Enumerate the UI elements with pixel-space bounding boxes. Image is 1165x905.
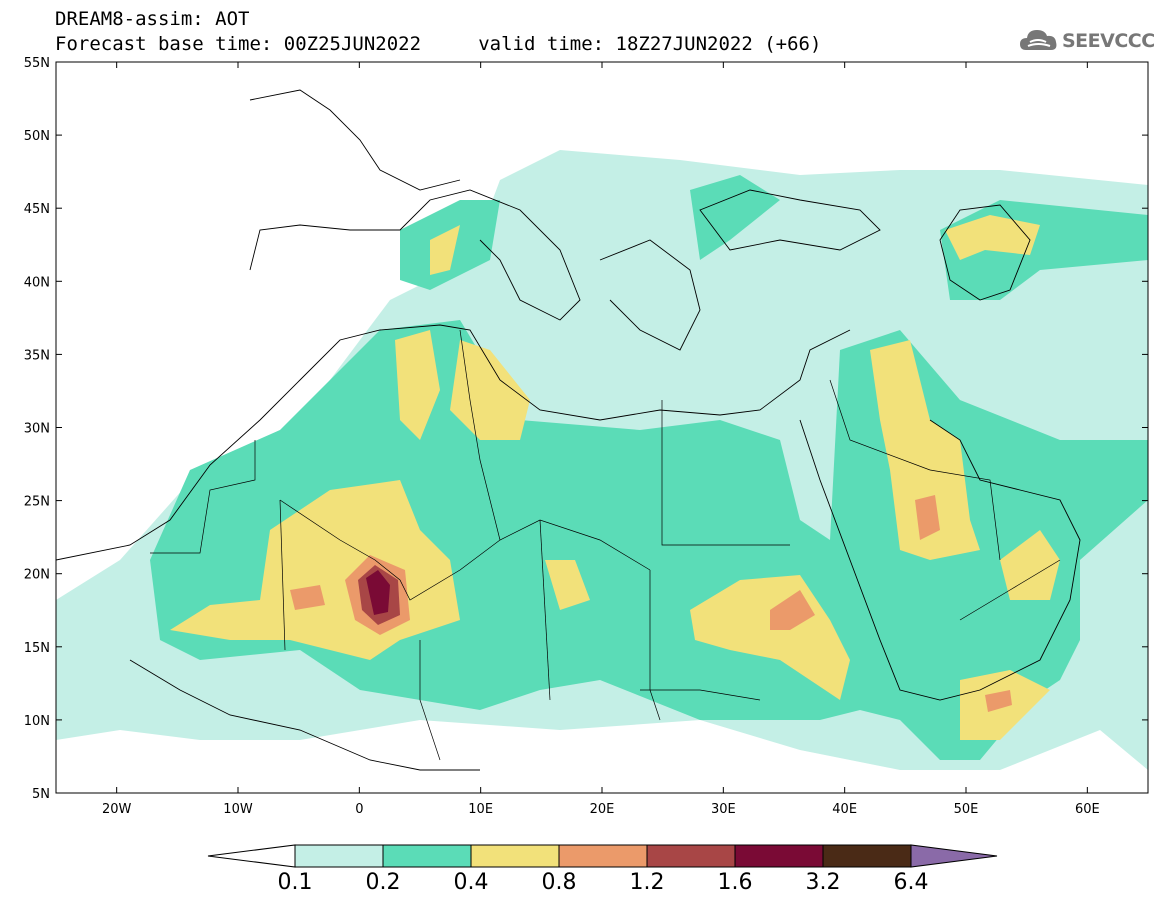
- colorbar-swatch: [294, 844, 384, 868]
- cloud-logo-icon: [1020, 30, 1057, 50]
- lat-tick-label: 5N: [32, 787, 50, 802]
- aot-0.4-band: [430, 225, 460, 275]
- colorbar-label: 0.8: [541, 870, 577, 895]
- colorbar-label: 0.1: [277, 870, 313, 895]
- aot-0.4-band: [870, 340, 980, 560]
- aot-0.2-band: [690, 175, 780, 260]
- aot-0.8-band: [290, 585, 325, 610]
- lat-tick-label: 45N: [24, 202, 50, 217]
- aot-0.4-band: [690, 575, 850, 700]
- colorbar: [207, 844, 998, 868]
- lon-tick-label: 20E: [590, 802, 615, 817]
- coastlines: [56, 89, 1081, 771]
- colorbar-label: 1.6: [717, 870, 753, 895]
- colorbar-label: 3.2: [805, 870, 841, 895]
- colorbar-swatch: [470, 844, 560, 868]
- aot-0.8-band: [985, 690, 1012, 712]
- aot-0.4-band: [395, 330, 440, 440]
- aot-0.8-band: [770, 590, 815, 630]
- lat-tick-label: 30N: [24, 422, 50, 437]
- map-title: DREAM8-assim: AOT: [55, 8, 250, 30]
- lat-tick-label: 50N: [24, 129, 50, 144]
- lat-tick-label: 55N: [24, 56, 50, 71]
- lon-tick-label: 30E: [711, 802, 736, 817]
- axis-ticks: 5N 10N 15N 20N 25N 30N 35N 40N 45N 50N 55N 20W 10W 0 1…: [24, 56, 1148, 817]
- logo-text: SEEVCCC: [1062, 30, 1155, 52]
- lon-tick-label: 20W: [102, 802, 132, 817]
- aot-0.4-band: [945, 215, 1040, 260]
- colorbar-left-arrow: [207, 844, 296, 868]
- lat-tick-label: 15N: [24, 641, 50, 656]
- lon-tick-label: 10W: [223, 802, 253, 817]
- aot-0.8-band: [915, 495, 940, 540]
- aot-field: [56, 62, 1148, 793]
- lon-tick-label: 0: [355, 802, 363, 817]
- map-subtitle: Forecast base time: 00Z25JUN2022 valid t…: [55, 33, 822, 55]
- lon-tick-label: 50E: [954, 802, 979, 817]
- aot-1.6-band: [366, 570, 390, 615]
- lat-tick-label: 10N: [24, 714, 50, 729]
- colorbar-label: 0.4: [453, 870, 489, 895]
- aot-0.4-band: [545, 560, 590, 610]
- colorbar-swatch: [734, 844, 824, 868]
- colorbar-right-arrow: [910, 844, 998, 868]
- colorbar-swatch: [822, 844, 912, 868]
- colorbar-swatch: [558, 844, 648, 868]
- colorbar-label: 1.2: [629, 870, 665, 895]
- lat-tick-label: 20N: [24, 568, 50, 583]
- colorbar-label: 6.4: [893, 870, 929, 895]
- colorbar-label: 0.2: [365, 870, 401, 895]
- country-borders: [150, 329, 1061, 761]
- lat-tick-label: 25N: [24, 495, 50, 510]
- aot-0.4-band: [1000, 530, 1060, 600]
- lon-tick-label: 60E: [1075, 802, 1100, 817]
- lon-tick-label: 40E: [832, 802, 857, 817]
- lon-tick-label: 10E: [468, 802, 493, 817]
- aot-0.4-band: [450, 340, 530, 440]
- colorbar-swatch: [646, 844, 736, 868]
- lat-tick-label: 35N: [24, 348, 50, 363]
- lat-tick-label: 40N: [24, 275, 50, 290]
- colorbar-swatch: [382, 844, 472, 868]
